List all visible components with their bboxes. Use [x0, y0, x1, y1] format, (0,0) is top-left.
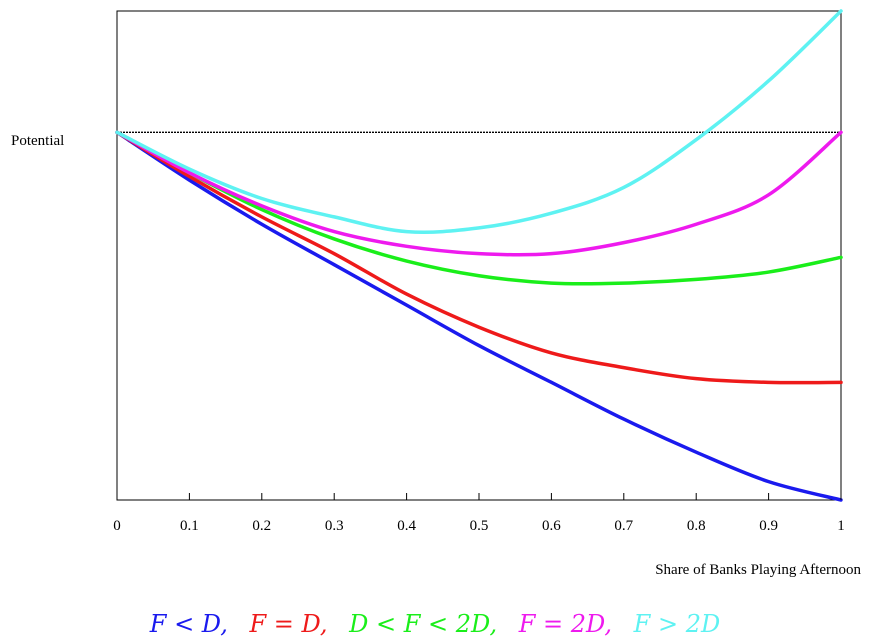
- chart-svg: 0 0.1 0.2 0.3 0.4 0.5 0.6 0.7 0.8 0.9 1 Potential …: [11, 9, 861, 578]
- x-tick-label: 0.6: [542, 518, 561, 534]
- legend-entry-d-lt-f-lt-2d: D < F < 2D,: [349, 610, 498, 638]
- legend-entry-f-eq-d: F = D,: [249, 610, 328, 638]
- x-tick-label: 0.9: [759, 518, 778, 534]
- series-line-2: [115, 130, 843, 286]
- series-line-4: [115, 9, 843, 234]
- x-tick-label: 0.4: [397, 518, 416, 534]
- legend-entry-f-gt-2d: F > 2D: [633, 610, 721, 638]
- legend-entry-f-eq-2d: F = 2D,: [518, 610, 613, 638]
- x-tick-label: 0.1: [180, 518, 199, 534]
- y-axis-label: Potential: [11, 133, 64, 149]
- series-line-1: [115, 130, 843, 385]
- x-tick-label: 0.3: [325, 518, 344, 534]
- x-tick-label: 0.2: [252, 518, 271, 534]
- x-tick-label: 1: [837, 518, 845, 534]
- plot-frame: [116, 10, 842, 501]
- x-tick-label: 0: [113, 518, 121, 534]
- legend-entry-f-lt-d: F < D,: [149, 610, 228, 638]
- x-tick-label: 0.8: [687, 518, 706, 534]
- legend: F < D, F = D, D < F < 2D, F = 2D, F > 2D: [0, 610, 870, 638]
- x-axis-label: Share of Banks Playing Afternoon: [655, 562, 861, 578]
- x-tick-label: 0.7: [614, 518, 633, 534]
- series-line-0: [115, 130, 843, 502]
- series-line-3: [115, 130, 843, 257]
- x-tick-label: 0.5: [470, 518, 489, 534]
